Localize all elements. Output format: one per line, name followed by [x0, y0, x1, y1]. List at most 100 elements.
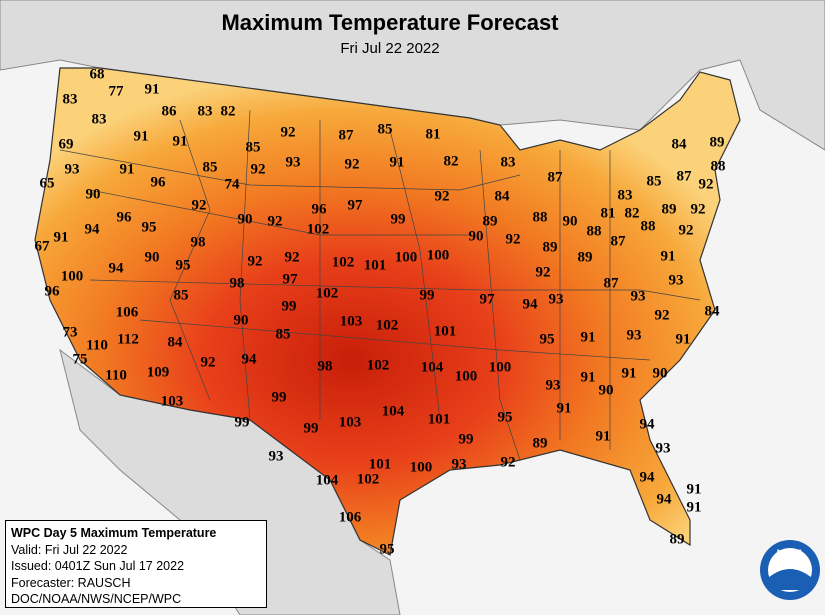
temp-label: 88 [711, 158, 726, 174]
temp-label: 85 [378, 121, 393, 137]
temp-label: 102 [307, 221, 330, 237]
temp-label: 102 [332, 254, 355, 270]
temp-label: 91 [581, 329, 596, 345]
temp-label: 88 [641, 218, 656, 234]
temp-label: 92 [285, 249, 300, 265]
temp-label: 104 [421, 359, 444, 375]
temp-label: 95 [142, 219, 157, 235]
temp-label: 95 [380, 541, 395, 557]
temp-label: 69 [59, 136, 74, 152]
temp-label: 102 [357, 471, 380, 487]
temp-label: 97 [348, 197, 364, 213]
temp-label: 91 [661, 248, 676, 264]
temp-label: 101 [428, 411, 451, 427]
temp-label: 83 [63, 91, 78, 107]
temp-label: 90 [653, 365, 668, 381]
temp-label: 93 [669, 272, 684, 288]
temp-label: 85 [647, 173, 662, 189]
temp-label: 65 [40, 175, 55, 191]
temp-label: 67 [35, 238, 51, 254]
temp-label: 101 [369, 456, 392, 472]
temp-label: 102 [367, 357, 390, 373]
temp-label: 94 [109, 260, 125, 276]
logo-text: NOAA [777, 548, 804, 558]
temp-label: 95 [176, 257, 191, 273]
temp-label: 99 [420, 287, 435, 303]
temp-label: 77 [109, 83, 125, 99]
temp-label: 102 [376, 317, 399, 333]
temp-label: 93 [65, 161, 80, 177]
temp-label: 98 [230, 275, 245, 291]
temp-label: 92 [345, 156, 360, 172]
temp-label: 92 [655, 307, 670, 323]
temp-label: 93 [452, 456, 467, 472]
temp-label: 92 [435, 188, 450, 204]
temp-label: 99 [282, 298, 297, 314]
temp-label: 89 [578, 249, 593, 265]
temp-label: 89 [483, 213, 498, 229]
temp-label: 83 [618, 187, 633, 203]
temp-label: 85 [174, 287, 189, 303]
temp-label: 92 [192, 197, 207, 213]
temp-label: 92 [699, 176, 714, 192]
temp-label: 90 [145, 249, 160, 265]
temp-label: 96 [117, 209, 133, 225]
temp-label: 83 [501, 154, 516, 170]
temp-label: 90 [234, 312, 249, 328]
temp-label: 90 [563, 213, 578, 229]
temp-label: 83 [92, 111, 107, 127]
temp-label: 106 [339, 509, 362, 525]
temp-label: 91 [54, 229, 69, 245]
temp-label: 75 [73, 351, 88, 367]
temp-label: 85 [246, 139, 261, 155]
info-line: DOC/NOAA/NWS/NCEP/WPC [11, 592, 182, 606]
temp-label: 94 [523, 296, 539, 312]
temp-label: 87 [339, 127, 355, 143]
temp-label: 96 [45, 283, 61, 299]
usa [34, 67, 741, 556]
temp-label: 95 [540, 331, 555, 347]
temp-label: 100 [455, 368, 478, 384]
temp-label: 92 [691, 201, 706, 217]
temp-label: 92 [506, 231, 521, 247]
temp-label: 82 [625, 205, 640, 221]
temp-label: 89 [670, 531, 685, 547]
temp-label: 91 [687, 481, 702, 497]
temp-label: 87 [548, 169, 564, 185]
temp-label: 91 [173, 133, 188, 149]
temp-label: 92 [251, 161, 266, 177]
temp-label: 98 [191, 234, 206, 250]
temp-label: 82 [221, 103, 236, 119]
temp-label: 101 [434, 323, 457, 339]
temp-label: 93 [549, 291, 564, 307]
temp-label: 92 [201, 354, 216, 370]
temp-label: 100 [410, 459, 433, 475]
temp-label: 92 [536, 264, 551, 280]
temp-label: 100 [427, 247, 450, 263]
temp-label: 98 [318, 358, 333, 374]
temp-label: 90 [238, 211, 253, 227]
canada [0, 0, 825, 151]
temp-label: 85 [203, 159, 218, 175]
info-line: Issued: 0401Z Sun Jul 17 2022 [11, 559, 185, 573]
temp-label: 95 [498, 409, 513, 425]
temp-label: 90 [86, 186, 101, 202]
temp-label: 93 [627, 327, 642, 343]
temp-label: 99 [391, 211, 406, 227]
temp-label: 100 [61, 268, 84, 284]
temp-label: 68 [90, 66, 105, 82]
temp-label: 91 [557, 400, 572, 416]
temp-label: 97 [283, 271, 299, 287]
temp-label: 103 [340, 313, 363, 329]
temp-label: 94 [242, 351, 258, 367]
temp-label: 94 [640, 416, 656, 432]
temp-label: 92 [248, 253, 263, 269]
temp-label: 90 [469, 228, 484, 244]
temp-label: 91 [390, 154, 405, 170]
temp-label: 103 [339, 414, 362, 430]
temp-label: 91 [134, 128, 149, 144]
temp-label: 84 [705, 303, 721, 319]
temp-label: 87 [611, 233, 627, 249]
title: Maximum Temperature Forecast [221, 10, 559, 35]
